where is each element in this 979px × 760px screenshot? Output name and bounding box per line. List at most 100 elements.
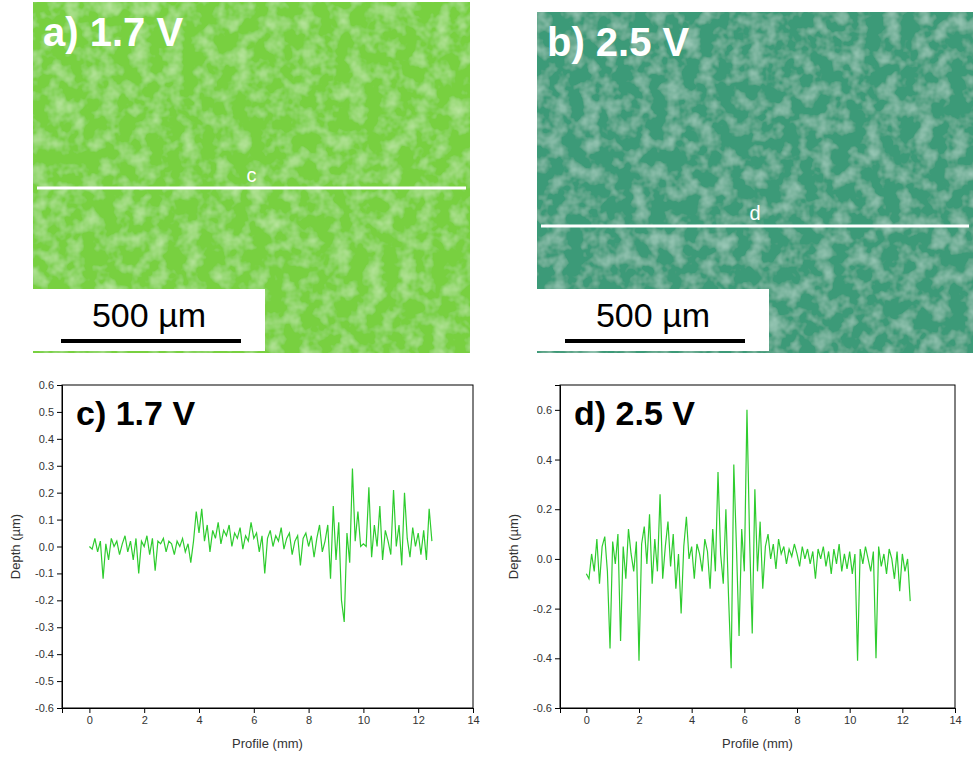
y-tick-mark [555,609,560,610]
x-tick-mark [850,708,851,713]
y-axis-title: Depth (µm) [506,514,521,579]
x-tick-label: 4 [689,714,695,726]
plot-frame [62,385,473,708]
y-tick: 0.6 [537,404,560,416]
y-tick-mark [555,708,560,709]
y-tick-mark [57,385,62,386]
x-tick-mark [797,708,798,713]
y-tick-label: 0.2 [39,487,54,499]
x-axis: 02468101214 [63,708,480,726]
x-tick: 0 [87,708,93,726]
x-tick-mark [955,708,956,713]
y-tick: 0.4 [537,454,560,466]
y-tick: -0.2 [533,603,560,615]
x-tick: 12 [413,708,425,726]
x-tick-label: 10 [358,714,370,726]
x-tick: 14 [949,708,961,726]
x-tick: 6 [251,708,257,726]
y-tick-mark [57,573,62,574]
x-tick-mark [199,708,200,713]
y-axis-line [555,386,561,709]
y-tick-label: 0.6 [39,379,54,391]
x-tick: 12 [897,708,909,726]
x-tick-mark [639,708,640,713]
x-tick-label: 4 [196,714,202,726]
y-tick: 0.5 [39,406,62,418]
y-axis-title: Depth (µm) [8,514,23,579]
x-tick: 8 [794,708,800,726]
y-tick: 0.6 [39,379,62,391]
plot-frame [560,385,955,708]
image-panel: b) 2.5 V d 500 µm [537,12,973,353]
panel-title: c) 1.7 V [76,394,195,432]
y-tick-label: -0.4 [35,648,54,660]
y-tick-mark [57,493,62,494]
profile-line-label: c [247,164,257,186]
x-tick-label: 12 [413,714,425,726]
scale-bar [565,339,745,343]
y-tick: -0.6 [533,702,560,714]
y-tick-mark [57,654,62,655]
profile-line [37,187,466,190]
y-tick-mark [57,627,62,628]
x-tick: 10 [358,708,370,726]
scale-bar-label: 500 µm [596,296,710,334]
profile-line [89,468,432,621]
y-tick: -0.6 [35,702,62,714]
y-tick-mark [57,466,62,467]
scale-bar-box [33,289,265,351]
y-tick-label: 0.4 [39,433,54,445]
y-tick-label: 0.2 [537,503,552,515]
chart: 02468101214-0.6-0.5-0.4-0.3-0.2-0.10.00.… [8,379,480,751]
x-tick-mark [418,708,419,713]
x-axis-title: Profile (mm) [722,736,793,751]
scale-bar [61,339,241,343]
plot-marks [89,468,432,621]
panel-label: b) 2.5 V [547,20,690,64]
micrograph [33,2,470,353]
x-tick-mark [144,708,145,713]
x-tick-label: 0 [584,714,590,726]
y-tick-label: -0.6 [35,702,54,714]
y-tick-mark [555,460,560,461]
y-tick-mark [57,600,62,601]
x-tick-mark [902,708,903,713]
y-tick: -0.1 [35,567,62,579]
x-tick-label: 8 [794,714,800,726]
figure: a) 1.7 Vc500 µmb) 2.5 Vd500 µm0246810121… [0,0,979,760]
y-tick: -0.2 [35,594,62,606]
y-tick-label: -0.6 [533,702,552,714]
y-tick: 0.1 [39,514,62,526]
x-tick-label: 2 [142,714,148,726]
y-tick-label: 0.0 [39,541,54,553]
y-tick: -0.5 [35,675,62,687]
y-tick-label: -0.2 [35,594,54,606]
x-tick-label: 2 [636,714,642,726]
x-tick: 2 [636,708,642,726]
x-tick-label: 14 [467,714,479,726]
x-axis-title: Profile (mm) [232,736,303,751]
x-tick-mark [692,708,693,713]
chart: 02468101214-0.6-0.4-0.20.00.20.40.6Profi… [506,385,962,751]
x-tick-label: 6 [251,714,257,726]
x-tick-label: 12 [897,714,909,726]
y-tick-mark [57,520,62,521]
x-tick-mark [363,708,364,713]
micrograph-texture [33,2,470,353]
y-tick-mark [555,509,560,510]
x-tick: 2 [142,708,148,726]
profile-line-label: d [749,202,760,224]
y-tick: -0.4 [35,648,62,660]
y-tick-label: -0.4 [533,652,552,664]
plot-marks [586,410,910,668]
x-tick: 4 [196,708,202,726]
x-tick-label: 10 [844,714,856,726]
y-tick-label: -0.5 [35,675,54,687]
y-tick: 0.0 [39,541,62,553]
y-tick-mark [57,708,62,709]
y-tick: 0.2 [39,487,62,499]
x-tick: 14 [467,708,479,726]
y-tick-label: 0.1 [39,514,54,526]
x-axis: 02468101214 [561,708,962,726]
x-tick-label: 14 [949,714,961,726]
